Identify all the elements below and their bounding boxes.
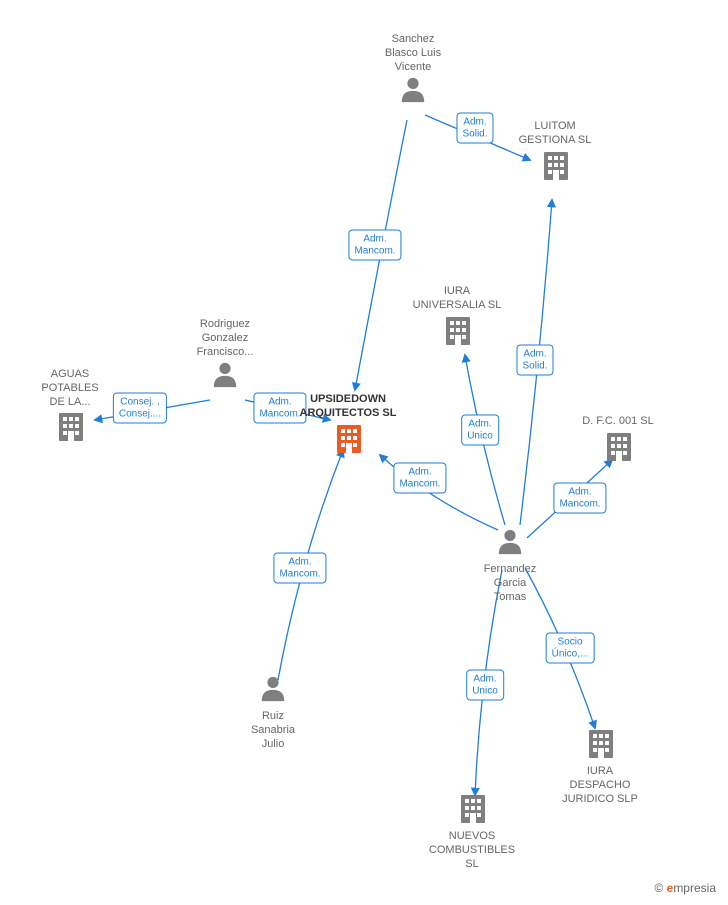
node-label-fernandez: FernandezGarciaTomas [460, 563, 560, 604]
node-fernandez[interactable]: FernandezGarciaTomas [460, 528, 560, 604]
edge-label-sanchez-upside: Adm.Mancom. [348, 230, 401, 261]
edge-label-sanchez-luitom: Adm.Solid. [456, 113, 493, 144]
node-label-dfc: D. F.C. 001 SL [568, 415, 668, 429]
building-icon [603, 431, 633, 464]
edge-label-fernandez-nuevos: Adm.Unico [466, 670, 504, 701]
node-nuevos[interactable]: NUEVOSCOMBUSTIBLES SL [422, 793, 522, 871]
node-rodriguez[interactable]: RodriguezGonzalezFrancisco... [175, 318, 275, 392]
copyright-symbol: © [654, 881, 663, 895]
node-label-luitom: LUITOMGESTIONA SL [505, 120, 605, 148]
node-luitom[interactable]: LUITOMGESTIONA SL [505, 120, 605, 183]
node-iura_u[interactable]: IURAUNIVERSALIA SL [407, 285, 507, 348]
node-label-sanchez: SanchezBlasco LuisVicente [363, 33, 463, 74]
node-label-iura_u: IURAUNIVERSALIA SL [407, 285, 507, 313]
node-ruiz[interactable]: RuizSanabriaJulio [223, 675, 323, 751]
node-upside[interactable]: UPSIDEDOWNARQUITECTOS SL [298, 393, 398, 456]
node-sanchez[interactable]: SanchezBlasco LuisVicente [363, 33, 463, 107]
building-icon [457, 793, 487, 826]
edge-label-fernandez-luitom: Adm.Solid. [516, 345, 553, 376]
node-label-aguas: AGUASPOTABLESDE LA... [20, 368, 120, 409]
building-icon [585, 728, 615, 761]
brand-rest: mpresia [673, 881, 716, 895]
node-label-iura_d: IURADESPACHOJURIDICO SLP [550, 765, 650, 806]
person-icon [259, 675, 287, 706]
node-label-upside: UPSIDEDOWNARQUITECTOS SL [298, 393, 398, 421]
edge-label-ruiz-upside: Adm.Mancom. [273, 553, 326, 584]
edge-label-fernandez-dfc: Adm.Mancom. [553, 483, 606, 514]
person-icon [496, 528, 524, 559]
person-icon [211, 361, 239, 392]
network-canvas: Adm.Solid. Adm.Mancom. Consej. ,Consej....… [0, 0, 728, 905]
building-icon [442, 315, 472, 348]
node-dfc[interactable]: D. F.C. 001 SL [568, 415, 668, 464]
edge-label-rodriguez-aguas: Consej. ,Consej.... [113, 393, 167, 424]
node-label-nuevos: NUEVOSCOMBUSTIBLES SL [422, 830, 522, 871]
node-label-ruiz: RuizSanabriaJulio [223, 710, 323, 751]
node-aguas[interactable]: AGUASPOTABLESDE LA... [20, 368, 120, 444]
building-icon [333, 423, 363, 456]
person-icon [399, 76, 427, 107]
edge-label-fernandez-iura_u: Adm.Unico [461, 415, 499, 446]
footer-copyright: © empresia [654, 881, 716, 895]
building-icon [55, 411, 85, 444]
edge-label-fernandez-iura_d: SocioÚnico,... [546, 633, 595, 664]
edge-label-fernandez-upside: Adm.Mancom. [393, 463, 446, 494]
node-label-rodriguez: RodriguezGonzalezFrancisco... [175, 318, 275, 359]
node-iura_d[interactable]: IURADESPACHOJURIDICO SLP [550, 728, 650, 806]
building-icon [540, 150, 570, 183]
